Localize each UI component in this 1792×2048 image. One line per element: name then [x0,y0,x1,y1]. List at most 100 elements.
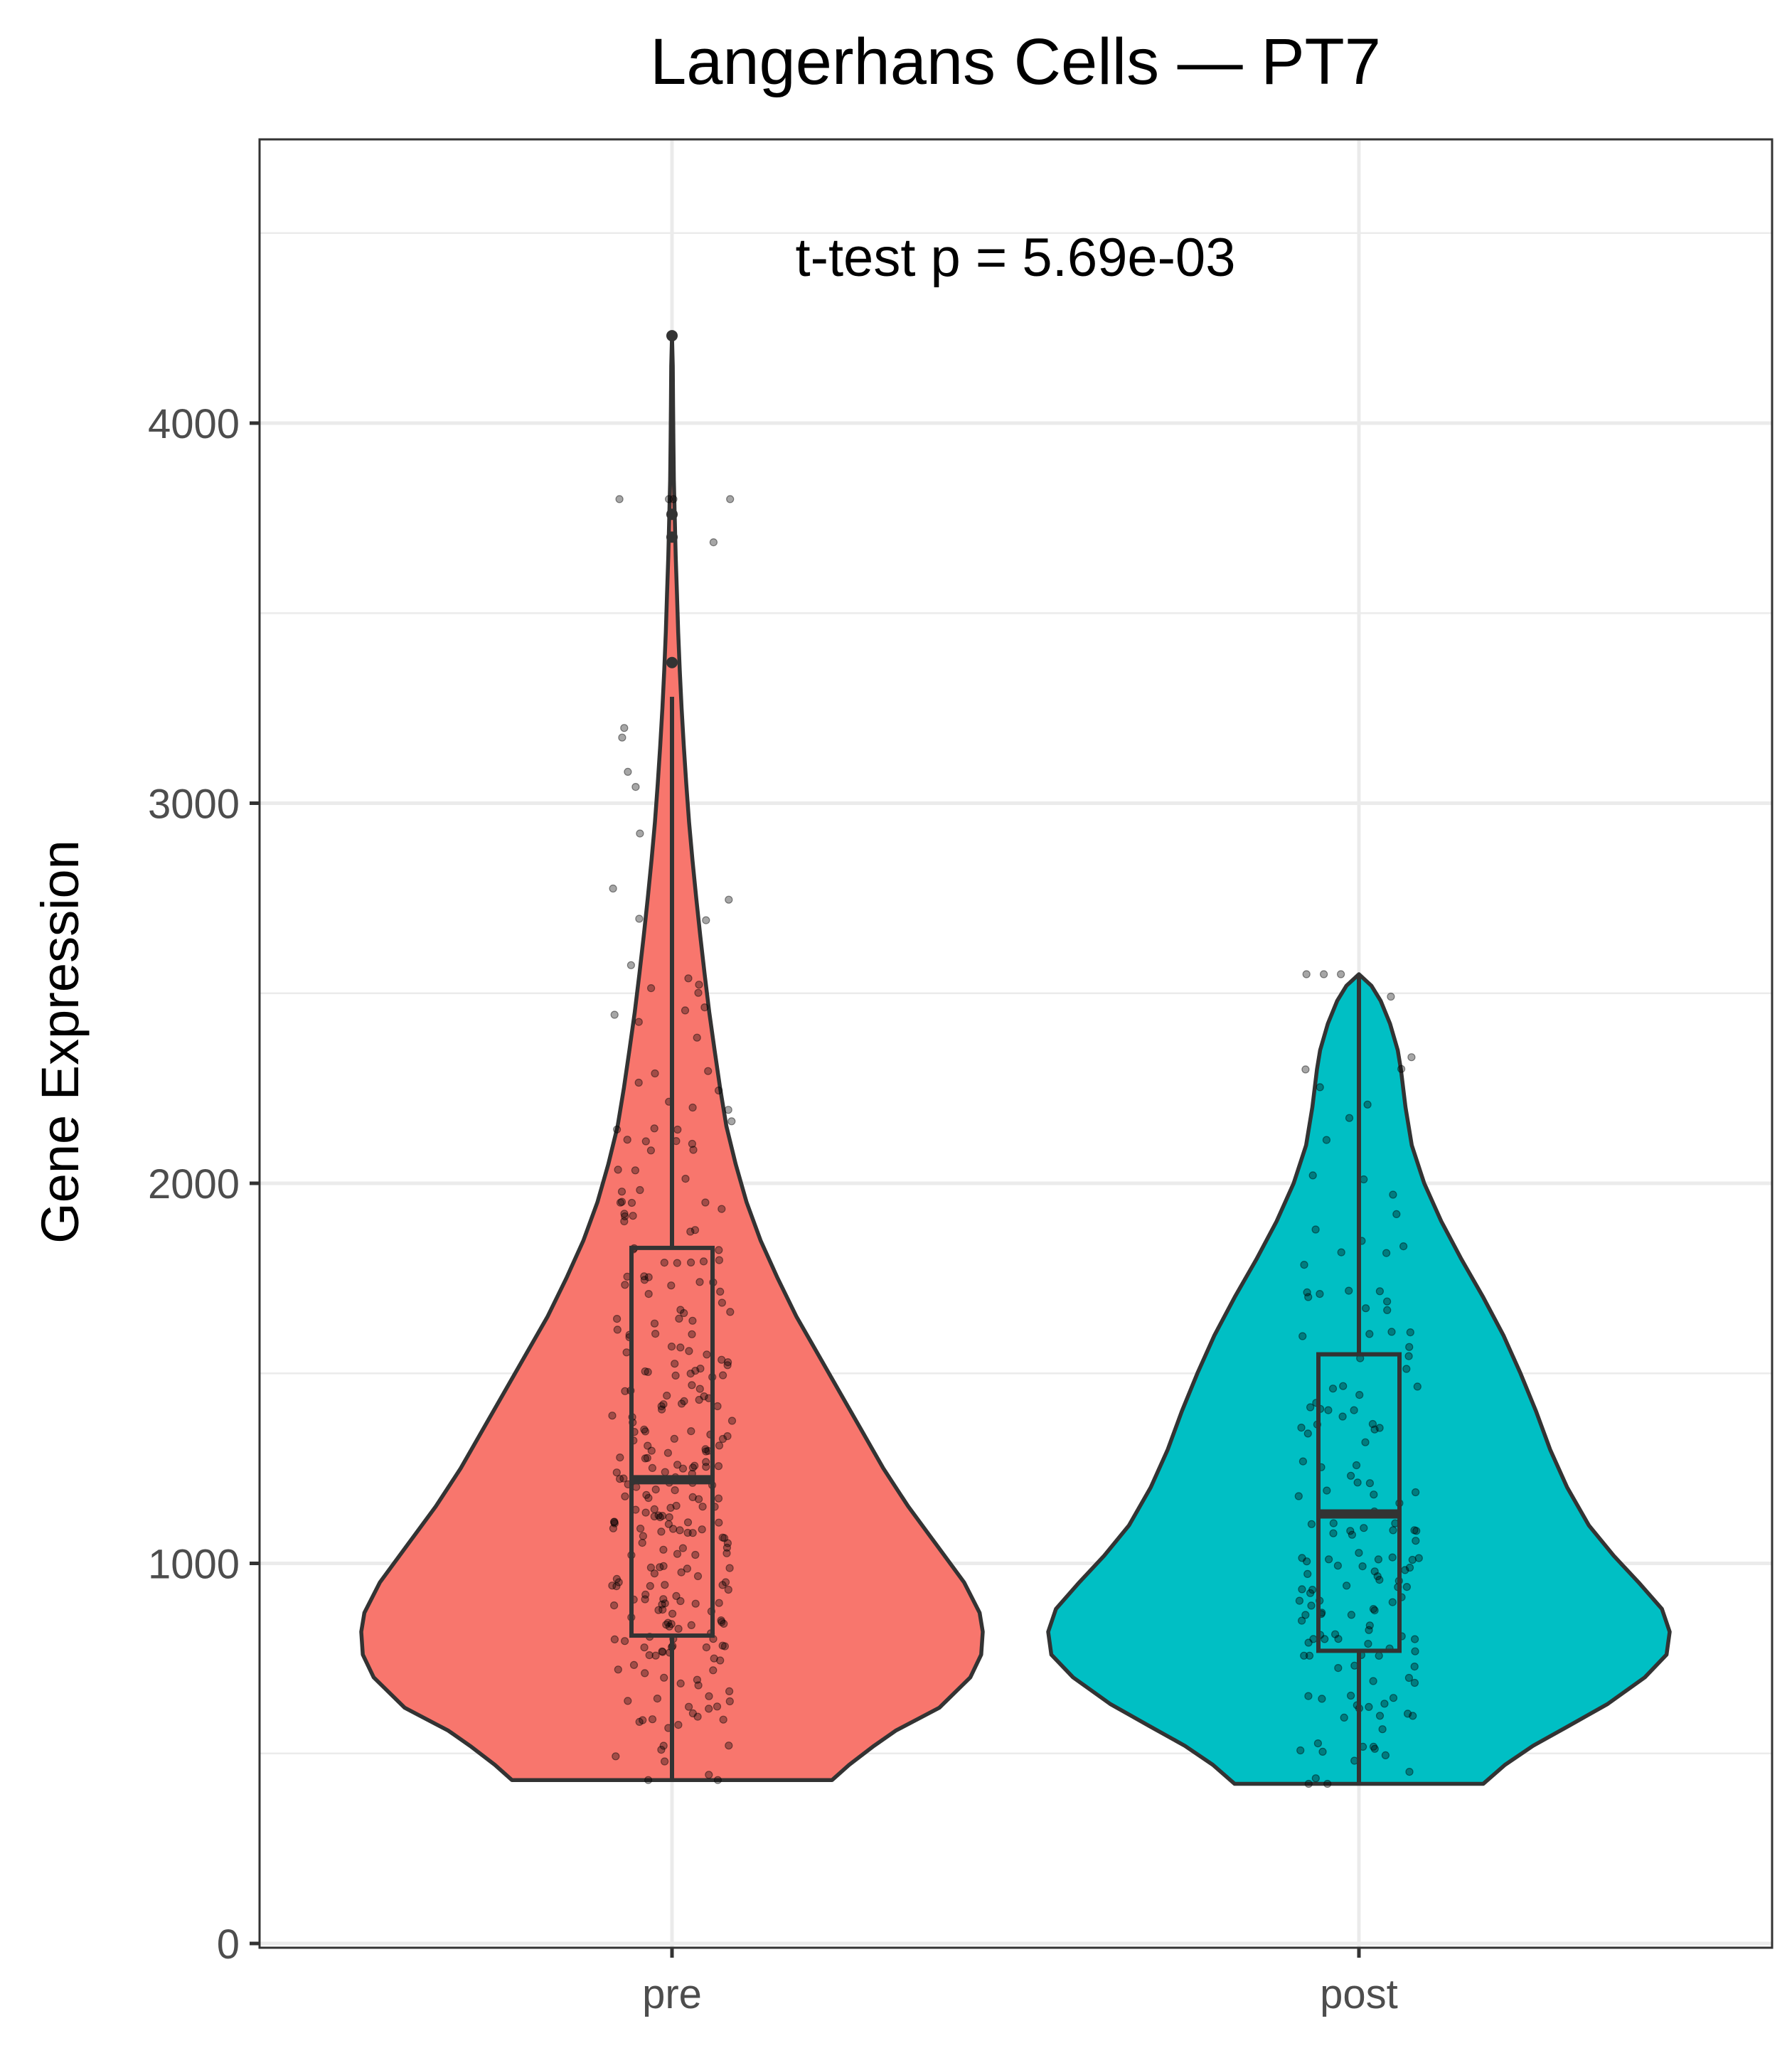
jitter-point [703,1350,711,1359]
jitter-point [647,1446,656,1455]
jitter-point [678,1544,688,1552]
jitter-point [651,1069,659,1078]
jitter-point [681,1174,690,1183]
jitter-point [1370,1567,1379,1576]
jitter-point [695,1385,704,1393]
jitter-point [1297,1423,1306,1432]
jitter-point [1360,1175,1368,1184]
jitter-point [676,1596,685,1606]
jitter-point [1410,1663,1419,1671]
jitter-point [658,1606,667,1614]
jitter-point [1405,1768,1414,1776]
jitter-point [667,1620,676,1628]
jitter-point [1313,1739,1323,1748]
jitter-point [662,1621,671,1629]
jitter-point [676,1526,684,1535]
jitter-point [715,1599,723,1607]
jitter-point [1301,1611,1310,1619]
jitter-point [698,1503,707,1511]
jitter-point [609,1518,619,1526]
jitter-point [1397,1065,1406,1073]
jitter-point [658,1600,666,1609]
jitter-point [1389,1694,1398,1702]
jitter-point [623,1136,631,1144]
jitter-point [657,1405,666,1414]
jitter-point [1369,1742,1378,1751]
jitter-point [644,1493,653,1503]
jitter-point [727,1417,737,1425]
jitter-point [1361,1304,1370,1313]
jitter-point [1323,1779,1332,1788]
jitter-point [672,1591,681,1600]
jitter-point [610,1010,619,1019]
jitter-point [612,1314,622,1323]
jitter-point [691,1550,700,1559]
axes: 0 1000 2000 3000 4000 pre post [148,401,1398,2017]
jitter-point [629,1212,637,1220]
jitter-point [714,1086,723,1095]
jitter-point [693,1572,703,1581]
jitter-point [659,1545,668,1554]
jitter-point [663,1618,673,1627]
jitter-point [654,1606,663,1614]
jitter-point [644,1441,652,1450]
jitter-point [648,1463,657,1472]
jitter-point [1304,1293,1313,1301]
jitter-point [640,1276,649,1284]
p-value-annotation: t-test p = 5.69e-03 [796,228,1236,288]
jitter-point [686,1227,695,1236]
jitter-point [1308,1171,1317,1180]
jitter-point [688,1529,697,1537]
jitter-point [687,1426,695,1436]
jitter-point [650,1319,659,1328]
jitter-point [718,1533,727,1542]
jitter-point [648,1715,657,1724]
jitter-point [646,1563,656,1572]
jitter-point [636,1185,644,1195]
jitter-point [1404,1352,1413,1360]
jitter-point [1365,1479,1375,1488]
jitter-point [1294,1492,1303,1500]
jitter-point [1298,1554,1306,1562]
jitter-point [610,1635,619,1643]
jitter-point [691,1366,700,1375]
jitter-point [1298,1332,1307,1340]
jitter-point [715,1441,724,1450]
jitter-point [1413,1382,1422,1391]
jitter-point [1388,1598,1397,1606]
jitter-point [1405,1343,1414,1351]
jitter-point [659,1742,668,1750]
jitter-point [667,1281,676,1290]
jitter-point [668,1609,677,1618]
jitter-point [1380,1700,1389,1708]
jitter-point [1329,1519,1338,1527]
jitter-point [1361,1438,1370,1446]
jitter-point [656,1563,664,1572]
jitter-point [1411,1488,1420,1497]
jitter-point [680,1397,688,1406]
jitter-point [1308,1586,1317,1594]
jitter-point [631,1166,640,1175]
jitter-point [626,961,636,969]
y-tick-label: 0 [217,1921,240,1968]
jitter-point [621,1212,629,1221]
jitter-point [695,1395,703,1404]
jitter-point [683,1528,692,1537]
jitter-point [725,1687,734,1695]
panel-border [258,138,1774,1949]
jitter-point [670,1434,678,1443]
jitter-point [675,1314,683,1323]
jitter-point [608,1582,617,1590]
jitter-point [1375,1424,1384,1432]
jitter-point [640,1272,649,1281]
jitter-point [1370,1744,1379,1753]
jitter-point [694,1681,703,1690]
jitter-point [641,1590,650,1599]
jitter-point [620,1637,629,1646]
jitter-point [617,1188,626,1196]
jitter-point [702,1463,710,1471]
jitter-point [676,1343,685,1352]
jitter-point [690,1461,699,1470]
jitter-point [671,1371,680,1380]
jitter-point [1412,1537,1420,1545]
